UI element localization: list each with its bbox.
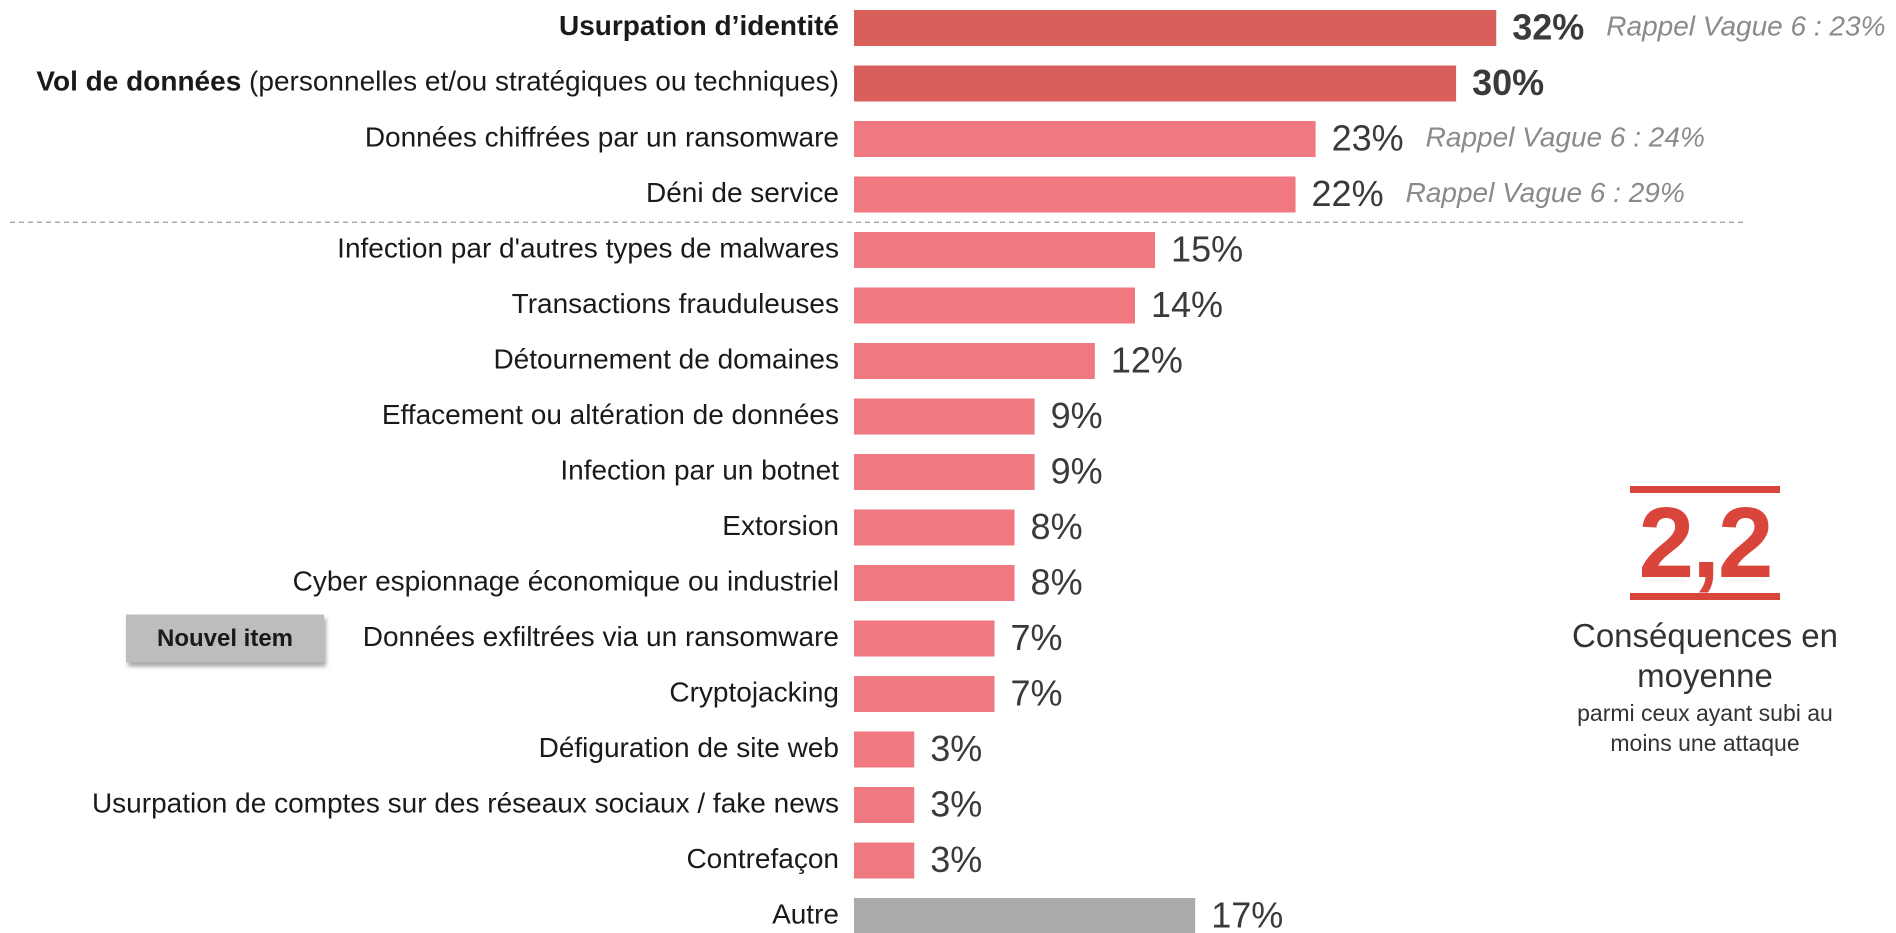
category-label: Infection par un botnet — [560, 454, 839, 485]
category-label: Cryptojacking — [669, 676, 839, 707]
value-label: 22% — [1312, 173, 1384, 214]
bar — [854, 398, 1035, 435]
bar — [854, 842, 915, 879]
category-label: Transactions frauduleuses — [512, 288, 839, 319]
value-label: 3% — [930, 728, 982, 769]
category-label: Données chiffrées par un ransomware — [365, 121, 839, 152]
recall-label: Rappel Vague 6 : 24% — [1426, 121, 1705, 152]
summary-note: parmi ceux ayant subi au moins une attaq… — [1577, 700, 1833, 756]
badge — [126, 614, 324, 663]
category-label: Cyber espionnage économique ou industrie… — [293, 565, 839, 596]
bar — [854, 565, 1015, 601]
category-label: Détournement de domaines — [493, 343, 839, 374]
bar — [854, 287, 1135, 324]
value-label: 14% — [1151, 284, 1223, 325]
value-label: 30% — [1472, 62, 1544, 103]
recall-label: Rappel Vague 6 : 23% — [1606, 10, 1885, 41]
summary-value: 2,2 — [1630, 486, 1780, 600]
bar — [854, 65, 1457, 102]
bar — [854, 121, 1316, 157]
value-label: 9% — [1051, 395, 1103, 436]
bar — [854, 509, 1015, 546]
bar — [854, 232, 1156, 268]
value-label: 32% — [1512, 7, 1584, 48]
category-label: Vol de données (personnelles et/ou strat… — [36, 66, 839, 97]
category-label: Usurpation de comptes sur des réseaux so… — [92, 787, 839, 818]
bar — [854, 787, 915, 823]
category-label: Usurpation d’identité — [559, 10, 839, 41]
category-label: Effacement ou altération de données — [382, 399, 839, 430]
value-label: 3% — [930, 784, 982, 825]
bar — [854, 620, 995, 657]
summary-label: Conséquences en moyenne — [1571, 617, 1839, 694]
category-label: Infection par d'autres types de malwares — [337, 232, 839, 263]
category-label: Déni de service — [646, 177, 839, 208]
bar — [854, 676, 995, 712]
value-label: 15% — [1171, 229, 1243, 270]
value-label: 7% — [1010, 617, 1062, 658]
category-label: Défiguration de site web — [539, 732, 839, 763]
value-label: 17% — [1211, 895, 1283, 933]
bar — [854, 731, 915, 768]
bar — [854, 898, 1196, 933]
bar — [854, 343, 1095, 379]
value-label: 3% — [930, 839, 982, 880]
recall-label: Rappel Vague 6 : 29% — [1406, 177, 1685, 208]
bar — [854, 10, 1497, 46]
value-label: 7% — [1010, 673, 1062, 714]
value-label: 9% — [1051, 451, 1103, 492]
summary: 2,2 Conséquences en moyenne parmi ceux a… — [1560, 486, 1850, 758]
bar — [854, 454, 1035, 490]
category-label: Contrefaçon — [686, 843, 839, 874]
value-label: 8% — [1031, 506, 1083, 547]
value-label: 23% — [1332, 118, 1404, 159]
value-label: 12% — [1111, 340, 1183, 381]
value-label: 8% — [1031, 562, 1083, 603]
bar — [854, 176, 1296, 213]
category-label: Données exfiltrées via un ransomware — [363, 621, 839, 652]
category-label: Extorsion — [722, 510, 839, 541]
badge-label: Nouvel item — [157, 625, 293, 652]
category-label: Autre — [772, 898, 839, 929]
